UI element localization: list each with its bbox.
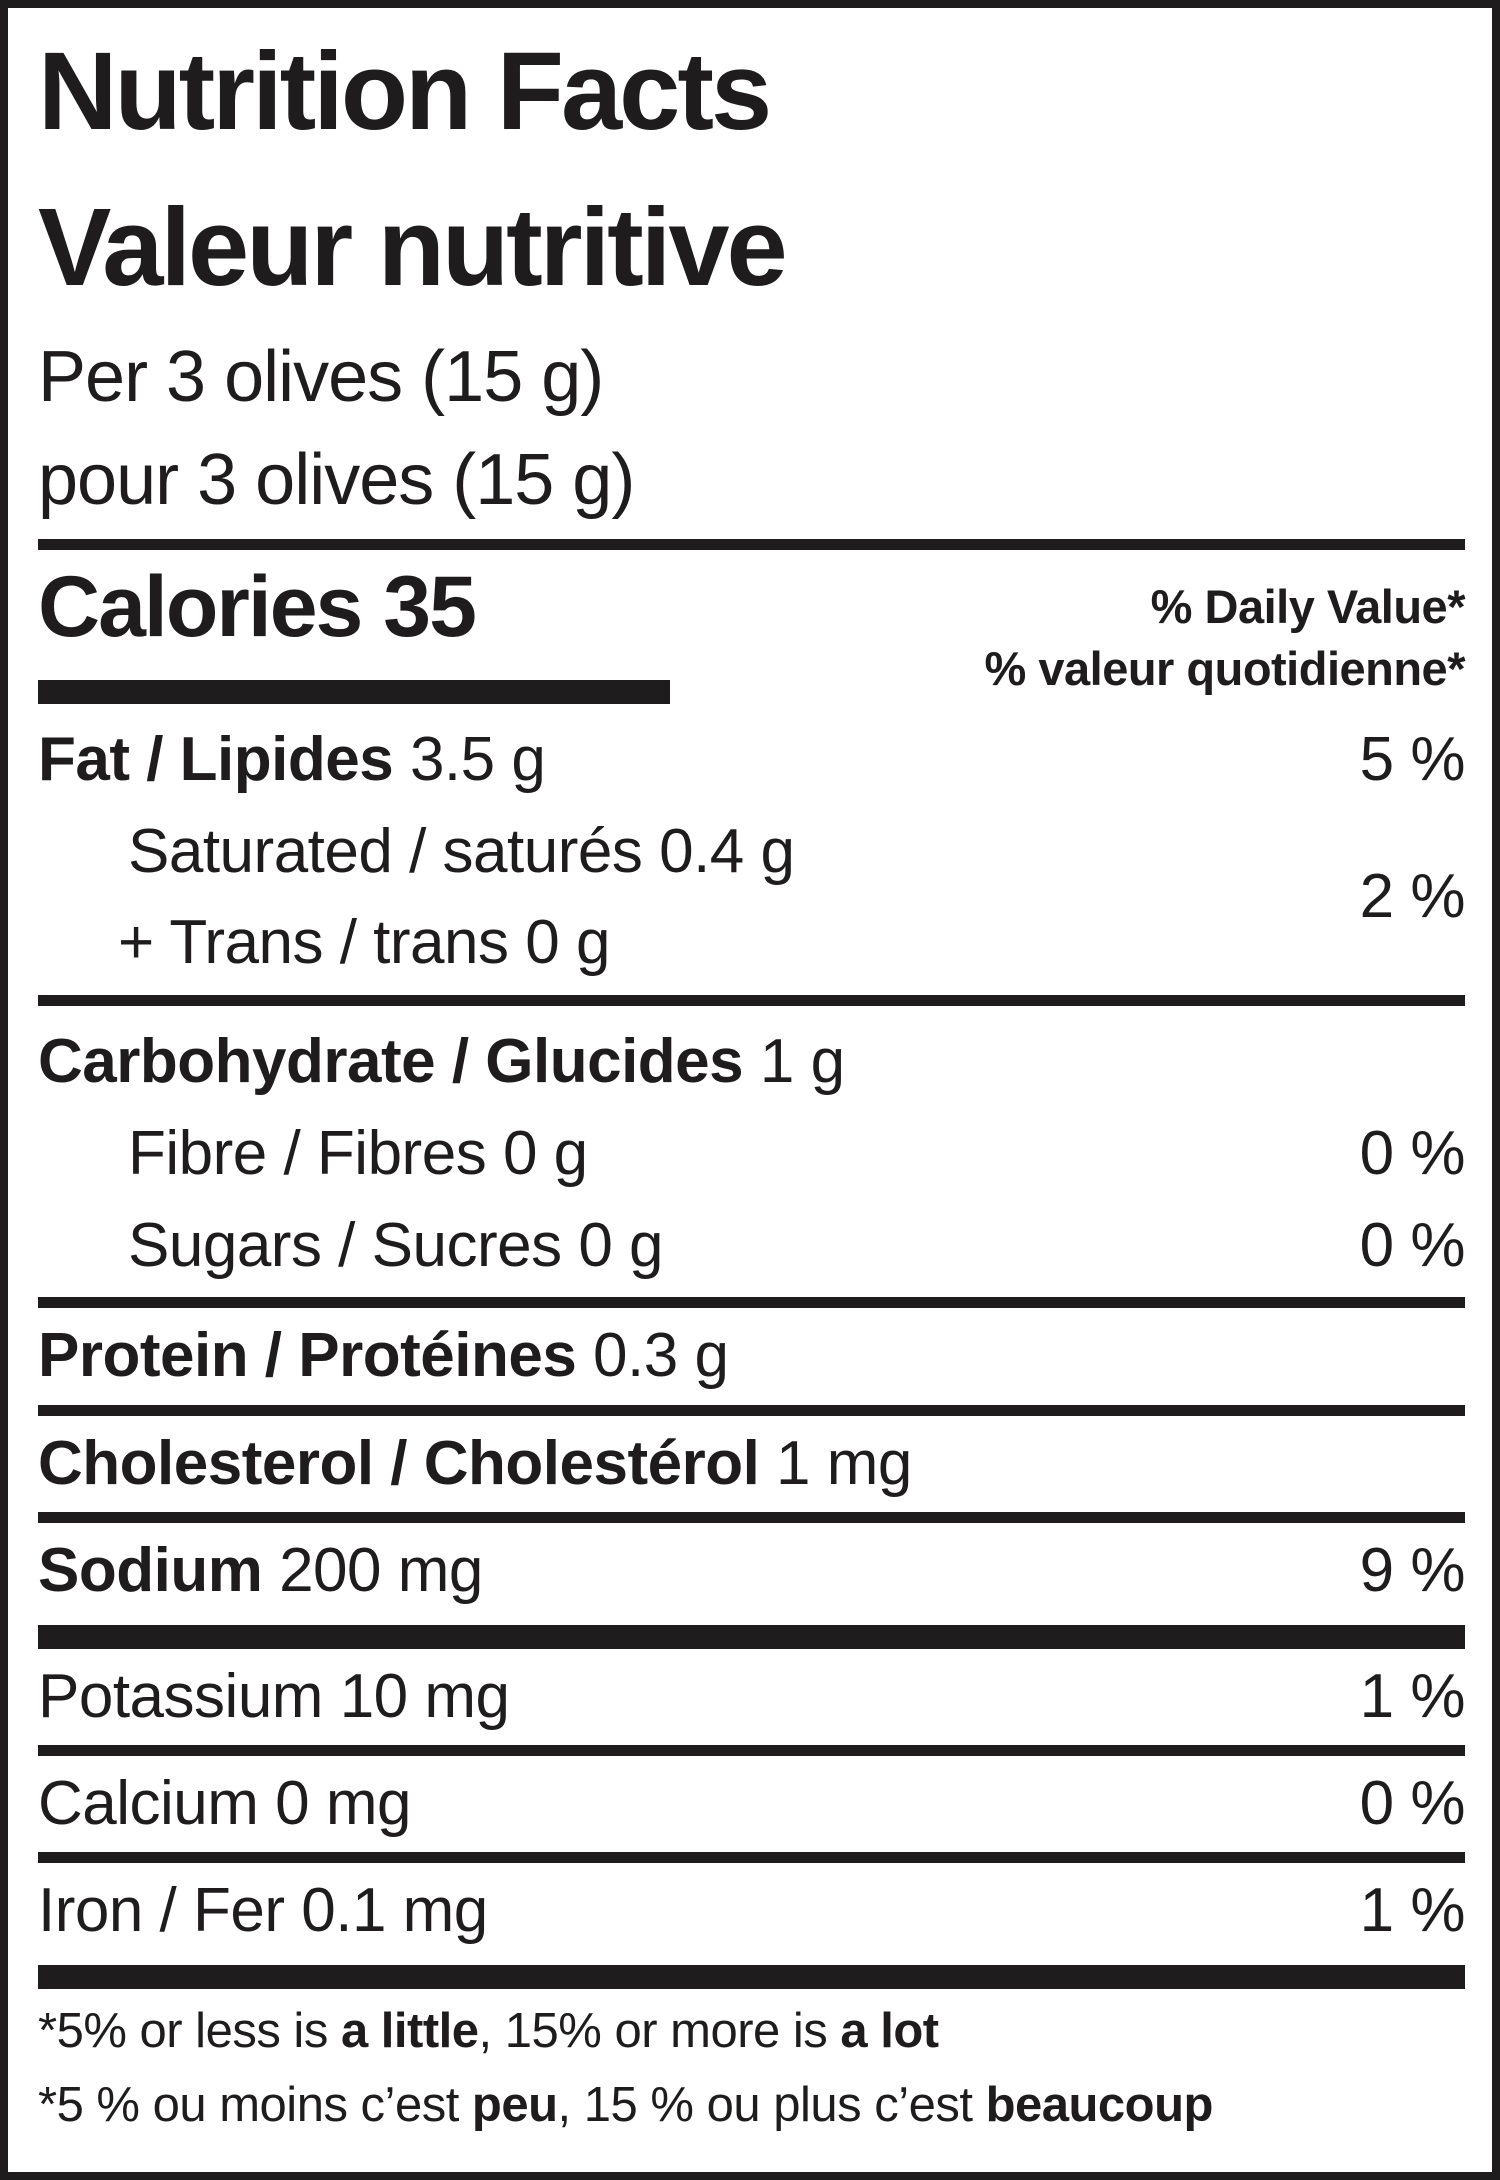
thick-bar-sodium: [38, 1624, 1465, 1649]
sodium-pct: 9 %: [1359, 1535, 1466, 1605]
footnote-run: beaucoup: [985, 2077, 1214, 2132]
serving-size-fr: pour 3 olives (15 g): [38, 439, 635, 520]
divider-cholesterol-sodium: [38, 1511, 1465, 1523]
calories-block: Calories 35: [38, 564, 670, 704]
footnote-en: *5% or less is a little, 15% or more is …: [38, 1995, 1465, 2069]
divider-protein-cholesterol: [38, 1404, 1465, 1416]
footnote-run: *5% or less is: [38, 2004, 341, 2059]
calories-value: 35: [383, 558, 477, 655]
fibre-label: Fibre / Fibres 0 g: [128, 1118, 588, 1188]
trans-row: + Trans / trans 0 g: [118, 908, 610, 978]
calcium-row: Calcium 0 mg 0 %: [38, 1756, 1466, 1852]
footnote-run: a little: [340, 2004, 479, 2059]
protein-row: Protein / Protéines 0.3 g: [38, 1308, 1465, 1404]
divider-fat-carb: [38, 995, 1465, 1007]
divider-carb-protein: [38, 1297, 1465, 1309]
calories-word: Calories: [38, 558, 363, 655]
sugars-row: Sugars / Sucres 0 g 0 %: [38, 1200, 1466, 1292]
fat-row: Fat / Lipides 3.5 g 5 %: [38, 714, 1466, 806]
saturated-row: Saturated / saturés 0.4 g: [128, 816, 795, 886]
daily-value-header-fr: % valeur quotidienne*: [984, 641, 1466, 695]
saturated-trans-group: Saturated / saturés 0.4 g + Trans / tran…: [38, 806, 1466, 990]
serving-size-en: Per 3 olives (15 g): [38, 337, 604, 418]
saturated-trans-labels: Saturated / saturés 0.4 g + Trans / tran…: [38, 806, 795, 990]
calories-row: Calories 35 % Daily Value* % valeur quot…: [38, 564, 1466, 704]
thick-bar-footnote: [38, 1965, 1465, 1990]
footnote-run: , 15% or more is: [478, 2004, 841, 2059]
iron-pct: 1 %: [1359, 1876, 1466, 1946]
daily-value-header: % Daily Value* % valeur quotidienne*: [984, 564, 1466, 700]
fat-pct: 5 %: [1359, 724, 1466, 794]
iron-row: Iron / Fer 0.1 mg 1 %: [38, 1863, 1466, 1959]
cholesterol-label: Cholesterol / Cholestérol 1 mg: [38, 1428, 912, 1498]
daily-value-header-en: % Daily Value*: [1150, 579, 1466, 633]
fibre-row: Fibre / Fibres 0 g 0 %: [38, 1108, 1466, 1200]
potassium-pct: 1 %: [1359, 1661, 1466, 1731]
footnote-run: peu: [471, 2077, 558, 2132]
calcium-pct: 0 %: [1359, 1769, 1466, 1839]
potassium-label: Potassium 10 mg: [38, 1661, 510, 1731]
calories-underline-bar: [38, 679, 670, 704]
protein-label: Protein / Protéines 0.3 g: [38, 1321, 729, 1391]
footnote-run: , 15 % ou plus c’est: [557, 2077, 986, 2132]
sodium-row: Sodium 200 mg 9 %: [38, 1523, 1466, 1619]
footnote-fr: *5 % ou moins c’est peu, 15 % ou plus c’…: [38, 2069, 1465, 2143]
calories-label: Calories 35: [38, 564, 670, 650]
sugars-pct: 0 %: [1359, 1210, 1466, 1280]
fat-section: Fat / Lipides 3.5 g 5 % Saturated / satu…: [38, 704, 1466, 995]
footnote-run: *5 % ou moins c’est: [38, 2077, 472, 2132]
potassium-row: Potassium 10 mg 1 %: [38, 1649, 1466, 1745]
carbohydrate-section: Carbohydrate / Glucides 1 g Fibre / Fibr…: [38, 1006, 1466, 1297]
divider-top: [38, 538, 1465, 550]
sugars-label: Sugars / Sucres 0 g: [128, 1210, 664, 1280]
fibre-pct: 0 %: [1359, 1118, 1466, 1188]
sodium-label: Sodium 200 mg: [38, 1535, 483, 1605]
divider-potassium-calcium: [38, 1745, 1465, 1757]
title-en: Nutrition Facts: [38, 30, 772, 153]
iron-label: Iron / Fer 0.1 mg: [38, 1876, 488, 1946]
fat-label: Fat / Lipides 3.5 g: [38, 724, 546, 794]
calcium-label: Calcium 0 mg: [38, 1769, 412, 1839]
saturated-trans-pct: 2 %: [1359, 862, 1466, 932]
carbohydrate-label: Carbohydrate / Glucides 1 g: [38, 1027, 845, 1097]
footnote-run: a lot: [840, 2004, 939, 2059]
title-fr: Valeur nutritive: [38, 186, 788, 310]
cholesterol-row: Cholesterol / Cholestérol 1 mg: [38, 1416, 1465, 1512]
divider-calcium-iron: [38, 1852, 1465, 1864]
carbohydrate-row: Carbohydrate / Glucides 1 g: [38, 1016, 1465, 1108]
